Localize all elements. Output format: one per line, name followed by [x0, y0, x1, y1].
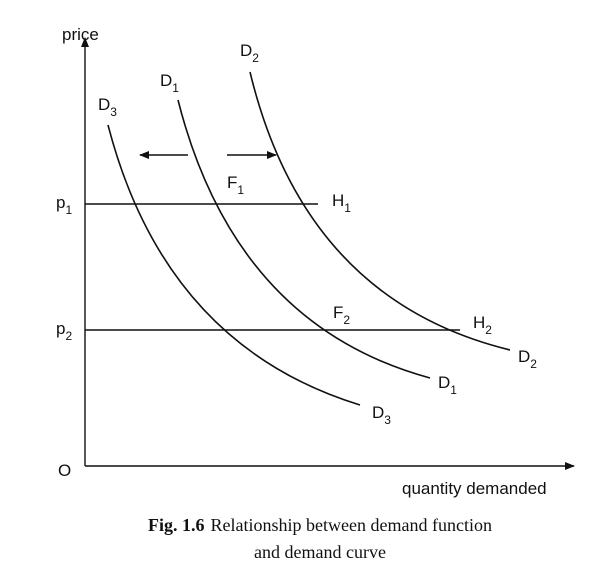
caption-number: Fig. 1.6 [148, 515, 205, 535]
origin-label: O [58, 461, 71, 480]
label-main: H [332, 191, 344, 210]
point-label: H2 [473, 313, 492, 337]
caption: Fig. 1.6 Relationship between demand func… [148, 515, 492, 535]
label-main: F [333, 303, 343, 322]
curve-label: D3 [98, 95, 117, 119]
label-sub: 1 [450, 383, 457, 397]
curve-label: D1 [438, 373, 457, 397]
curve-label: D2 [518, 347, 537, 371]
price-label: p1 [56, 193, 72, 217]
point-label: H1 [332, 191, 351, 215]
label-main: D [240, 41, 252, 60]
point-label: F2 [333, 303, 350, 327]
label-sub: 1 [172, 81, 179, 95]
label-main: D [518, 347, 530, 366]
label-main: p [56, 193, 65, 212]
label-sub: 3 [384, 413, 391, 427]
label-main: D [438, 373, 450, 392]
x-axis-label: quantity demanded [402, 479, 547, 498]
label-sub: 2 [343, 313, 350, 327]
label-sub: 1 [65, 203, 72, 217]
price-label: p2 [56, 319, 72, 343]
label-sub: 2 [530, 357, 537, 371]
label-main: D [98, 95, 110, 114]
demand-curve [177, 99, 431, 379]
label-sub: 3 [110, 105, 117, 119]
label-main: D [372, 403, 384, 422]
label-main: F [227, 173, 237, 192]
label-sub: 2 [252, 51, 259, 65]
caption: and demand curve [254, 542, 386, 562]
curve-label: D3 [372, 403, 391, 427]
label-sub: 1 [237, 183, 244, 197]
curve-label: D2 [240, 41, 259, 65]
point-label: F1 [227, 173, 244, 197]
label-main: H [473, 313, 485, 332]
label-sub: 1 [344, 201, 351, 215]
label-sub: 2 [485, 323, 492, 337]
demand-curve [249, 71, 511, 351]
caption-text: Relationship between demand function [211, 515, 492, 535]
demand-curve [107, 124, 361, 406]
label-main: D [160, 71, 172, 90]
curve-label: D1 [160, 71, 179, 95]
y-axis-label: price [62, 25, 99, 44]
label-main: p [56, 319, 65, 338]
label-sub: 2 [65, 329, 72, 343]
